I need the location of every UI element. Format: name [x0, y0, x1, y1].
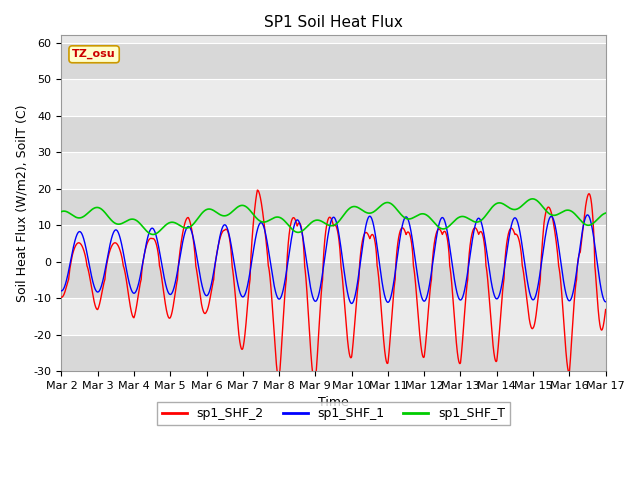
Title: SP1 Soil Heat Flux: SP1 Soil Heat Flux: [264, 15, 403, 30]
Bar: [61, 189, 605, 225]
Bar: [61, 335, 605, 371]
Bar: [61, 79, 605, 116]
Text: TZ_osu: TZ_osu: [72, 49, 116, 60]
Bar: [61, 43, 605, 79]
Bar: [61, 116, 605, 152]
Y-axis label: Soil Heat Flux (W/m2), SoilT (C): Soil Heat Flux (W/m2), SoilT (C): [15, 105, 28, 302]
Bar: [61, 262, 605, 298]
Bar: [61, 298, 605, 335]
X-axis label: Time: Time: [318, 396, 349, 409]
Bar: [61, 152, 605, 189]
Legend: sp1_SHF_2, sp1_SHF_1, sp1_SHF_T: sp1_SHF_2, sp1_SHF_1, sp1_SHF_T: [157, 402, 510, 425]
Bar: [61, 225, 605, 262]
